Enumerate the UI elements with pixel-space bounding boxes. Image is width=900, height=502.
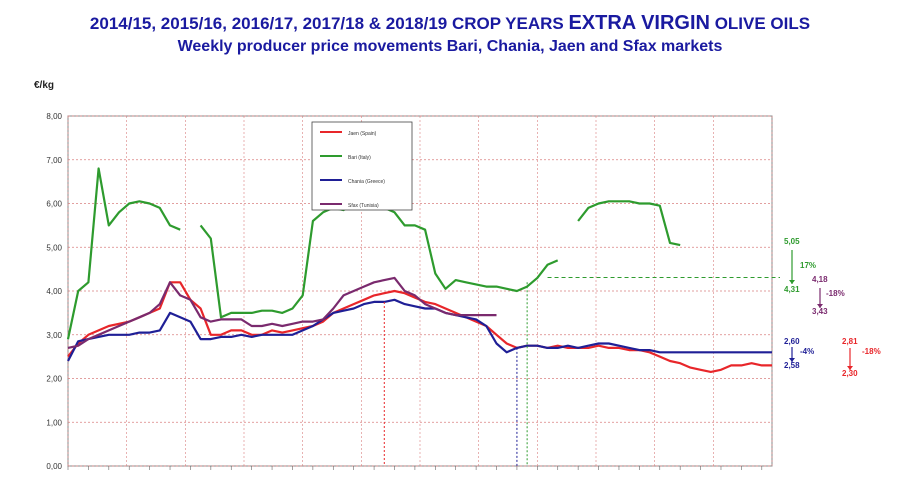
annotation-label: 2,81 <box>842 337 858 346</box>
series-line-chania <box>67 298 772 362</box>
y-tick-label: 8,00 <box>46 112 62 121</box>
y-tick-label: 2,00 <box>46 375 62 384</box>
y-axis-label: €/kg <box>34 80 55 91</box>
y-tick-label: 6,00 <box>46 200 62 209</box>
title-emphasis: EXTRA VIRGIN <box>568 12 710 34</box>
y-tick-label: 7,00 <box>46 156 62 165</box>
annotation-label: 2,30 <box>842 369 858 378</box>
jaen-change-arrow-head <box>847 366 853 370</box>
annotation-label: -18% <box>826 289 845 298</box>
series-line-bari <box>199 195 559 319</box>
chart-title: 2014/15, 2015/16, 2016/17, 2017/18 & 201… <box>0 12 900 35</box>
legend-label: Sfax (Tunisia) <box>348 203 379 209</box>
annotation-label: 4,31 <box>784 285 800 294</box>
legend-label: Chania (Greece) <box>348 179 385 185</box>
sfax-change-arrow-head <box>817 304 823 308</box>
legend-label: Bari (Italy) <box>348 155 371 161</box>
chania-change-arrow-head <box>789 358 795 362</box>
annotation-label: 5,05 <box>784 237 800 246</box>
annotation-label: 2,58 <box>784 361 800 370</box>
y-tick-label: 0,00 <box>46 462 62 471</box>
y-tick-label: 4,00 <box>46 287 62 296</box>
y-tick-label: 1,00 <box>46 418 62 427</box>
annotation-label: 4,18 <box>812 275 828 284</box>
y-tick-label: 5,00 <box>46 243 62 252</box>
y-tick-label: 3,00 <box>46 331 62 340</box>
chart-subtitle: Weekly producer price movements Bari, Ch… <box>177 38 723 55</box>
annotation-label: -4% <box>800 347 814 356</box>
title-prefix: 2014/15, 2015/16, 2016/17, 2017/18 & 201… <box>89 14 569 33</box>
annotation-label: 17% <box>800 261 816 270</box>
annotation-label: 2,60 <box>784 337 800 346</box>
title-suffix: OLIVE OILS <box>709 14 811 33</box>
bari-change-arrow-head <box>789 280 795 284</box>
series-line-sfax <box>67 276 497 349</box>
legend-box <box>311 121 413 211</box>
series-line-jaen <box>67 281 772 373</box>
series-line-bari <box>577 200 681 247</box>
annotation-label: -18% <box>862 347 881 356</box>
legend-label: Jaen (Spain) <box>348 131 377 137</box>
annotation-label: 3,43 <box>812 307 828 316</box>
series-line-bari <box>66 167 181 340</box>
